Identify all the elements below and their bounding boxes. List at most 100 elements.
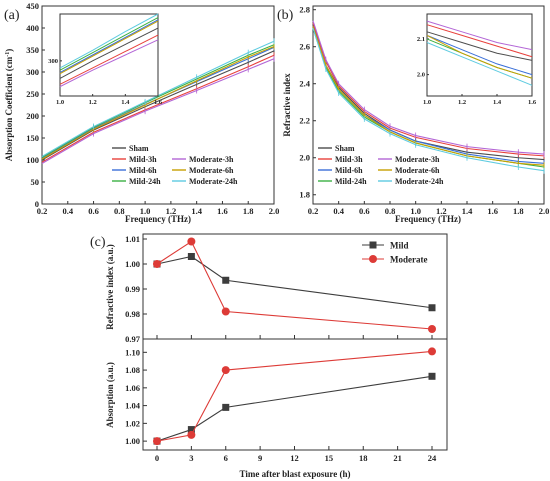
inset-x-tick-label: 1.2 — [458, 99, 466, 106]
legend-marker-square — [369, 241, 377, 249]
inset-series-line — [426, 31, 533, 61]
legend-label-sham: Sham — [129, 144, 149, 153]
series-line-mild — [156, 375, 433, 442]
inset-series-line — [426, 34, 533, 79]
legend-label-mild-24h: Mild-24h — [129, 177, 161, 186]
panel-c-ylabel-bottom: Absorption (a.u.) — [105, 362, 115, 428]
data-point-mild — [222, 276, 230, 284]
y-tick-label: 350 — [26, 45, 39, 55]
x-tick-label: 15 — [325, 453, 334, 463]
series-line-moderate — [156, 240, 433, 330]
y-tick-label: 0 — [35, 199, 39, 209]
inset-series-line — [426, 24, 533, 58]
data-point-moderate — [187, 430, 196, 439]
series-line-moderate — [156, 350, 433, 442]
y-tick-label: 2.8 — [299, 5, 310, 15]
y-tick-label: 1.06 — [125, 383, 140, 393]
x-tick-label: 1.6 — [487, 206, 498, 216]
y-tick-label: 0.99 — [125, 284, 140, 294]
x-tick-label: 1.4 — [462, 206, 473, 216]
inset-x-tick-label: 1.4 — [121, 99, 130, 106]
legend-label-moderate-3h: Moderate-3h — [395, 155, 440, 164]
x-tick-label: 1.4 — [191, 206, 202, 216]
panel-a-ylabel-sup: -1 — [5, 52, 11, 57]
y-tick-label: 2.6 — [299, 42, 310, 52]
inset-series-line — [59, 34, 159, 85]
series-line-mild-3h — [41, 54, 275, 163]
x-tick-label: 1.0 — [410, 206, 421, 216]
legend-label-mild-3h: Mild-3h — [129, 155, 157, 164]
legend-label-moderate-24h: Moderate-24h — [395, 177, 444, 186]
x-tick-label: 3 — [189, 453, 193, 463]
x-tick-label: 0.4 — [333, 206, 344, 216]
y-tick-label: 2.4 — [299, 79, 310, 89]
y-tick-label: 1.10 — [125, 347, 140, 357]
x-tick-label: 0.8 — [114, 206, 125, 216]
series-line-mild — [156, 255, 433, 309]
y-tick-label: 2.0 — [299, 153, 310, 163]
x-tick-label: 0.2 — [37, 206, 48, 216]
x-tick-label: 2.0 — [539, 206, 550, 216]
y-tick-label: 1.00 — [125, 436, 140, 446]
inset-series-line — [59, 17, 159, 71]
panel-label-b: (b) — [277, 8, 294, 23]
panel-b-refractive-chart: 0.2 0.4 0.6 0.8 1.0 1.2 1.4 1.6 1.8 2.0 1.8 2.0 2.2 2… — [282, 5, 549, 224]
data-point-moderate — [221, 307, 230, 316]
y-tick-label: 300 — [26, 67, 39, 77]
inset-x-tick-label: 1.4 — [493, 99, 502, 106]
y-tick-label: 0.97 — [125, 334, 141, 344]
data-point-mild — [187, 426, 195, 434]
x-tick-label: 0.2 — [308, 206, 319, 216]
panel-b-xlabel: Frequency (THz) — [395, 214, 461, 224]
panel-a-ylabel-end: ) — [4, 49, 14, 52]
x-tick-label: 2.0 — [269, 206, 280, 216]
legend-label-moderate-6h: Moderate-6h — [395, 166, 440, 175]
y-tick-label: 400 — [26, 23, 39, 33]
inset-y-tick-label: 2.1 — [417, 36, 425, 43]
inset-series-line — [59, 27, 159, 79]
data-point-moderate — [187, 237, 196, 246]
inset-series-line — [59, 20, 159, 75]
panel-c-ylabel-top: Refractive index (a.u.) — [105, 244, 115, 329]
y-tick-label: 1.00 — [125, 259, 140, 269]
panel-label-a: (a) — [4, 8, 20, 23]
panel-c-time-chart: 0 3 6 9 12 15 18 21 24 0.97 0.98 0.99 1.00 1.01 1.00 1.… — [105, 233, 448, 479]
inset-series-line — [426, 34, 533, 76]
x-tick-label: 12 — [290, 453, 299, 463]
y-tick-label: 1.04 — [125, 401, 141, 411]
inset-y-tick-label: 2.0 — [417, 72, 425, 79]
x-tick-label: 1.8 — [513, 206, 524, 216]
legend-label-mild-3h: Mild-3h — [335, 155, 363, 164]
data-point-moderate — [428, 325, 436, 333]
y-tick-label: 250 — [26, 89, 39, 99]
data-point-moderate — [221, 366, 230, 375]
panel-a-ylabel: Absorption Coefficient (cm-1) — [4, 49, 14, 161]
inset-series-line — [426, 20, 533, 51]
data-point-moderate — [153, 437, 161, 446]
legend-label-moderate-3h: Moderate-3h — [189, 155, 234, 164]
panel-a-ylabel-main: Absorption Coefficient (cm — [4, 56, 14, 161]
panel-a-absorption-chart: 0.2 0.4 0.6 0.8 1.0 1.2 1.4 1.6 1.8 2.0 0 50 100 150 2… — [4, 1, 279, 224]
legend-label-moderate-6h: Moderate-6h — [189, 166, 234, 175]
x-tick-label: 1.8 — [243, 206, 254, 216]
panel-b-ylabel: Refractive index — [282, 73, 292, 137]
y-tick-label: 1.08 — [125, 365, 140, 375]
data-point-mild — [222, 403, 230, 411]
x-tick-label: 0.4 — [62, 206, 73, 216]
x-tick-label: 1.2 — [436, 206, 447, 216]
series-line-moderate-3h — [41, 58, 275, 164]
panel-c-xlabel: Time after blast exposure (h) — [240, 469, 351, 479]
x-tick-label: 1.6 — [217, 206, 228, 216]
panel-a-xlabel: Frequency (THz) — [125, 214, 191, 224]
x-tick-label: 1.0 — [140, 206, 151, 216]
y-tick-label: 450 — [26, 1, 39, 11]
inset-series-line — [59, 19, 159, 74]
inset-series-line — [426, 42, 533, 86]
x-tick-label: 1.2 — [166, 206, 177, 216]
data-point-mild — [428, 304, 436, 312]
x-tick-label: 21 — [393, 453, 402, 463]
y-tick-label: 1.8 — [299, 190, 310, 200]
x-tick-label: 6 — [224, 453, 228, 463]
legend-label-sham: Sham — [335, 144, 355, 153]
